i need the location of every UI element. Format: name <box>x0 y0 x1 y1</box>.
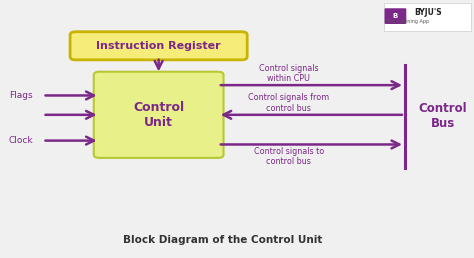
Text: The Learning App: The Learning App <box>386 19 429 24</box>
Text: Control signals
within CPU: Control signals within CPU <box>259 64 319 83</box>
Text: BYJU'S: BYJU'S <box>414 8 442 17</box>
FancyBboxPatch shape <box>384 8 406 24</box>
FancyBboxPatch shape <box>70 32 247 60</box>
Text: Control
Unit: Control Unit <box>133 101 184 129</box>
Text: Clock: Clock <box>9 136 33 145</box>
FancyBboxPatch shape <box>383 3 471 31</box>
Text: Control
Bus: Control Bus <box>419 102 467 130</box>
Text: Control signals to
control bus: Control signals to control bus <box>254 147 324 166</box>
Text: Instruction Register: Instruction Register <box>96 41 221 51</box>
FancyBboxPatch shape <box>94 72 224 158</box>
Text: B: B <box>393 13 398 19</box>
Text: Control signals from
control bus: Control signals from control bus <box>248 93 329 113</box>
Text: Block Diagram of the Control Unit: Block Diagram of the Control Unit <box>123 235 322 245</box>
Text: Flags: Flags <box>9 91 33 100</box>
